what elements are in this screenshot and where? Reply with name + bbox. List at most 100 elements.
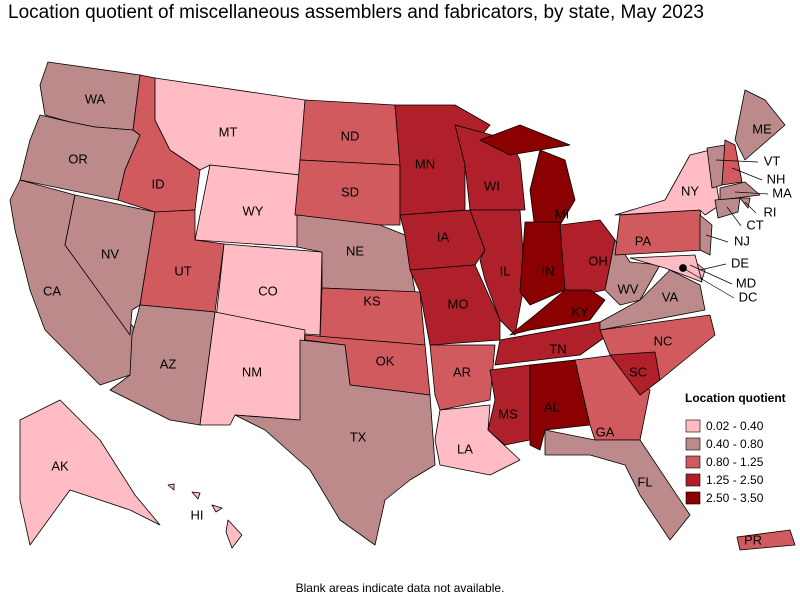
legend-label: 0.40 - 0.80 <box>706 437 764 451</box>
state-label: NM <box>242 364 262 379</box>
state-label: NC <box>654 333 673 348</box>
legend-label: 0.02 - 0.40 <box>706 419 764 433</box>
state-label: TN <box>549 341 566 356</box>
state-shape <box>599 314 716 381</box>
state-shape <box>234 339 436 546</box>
state-labels: WA OR CA NV ID MT WY UT CO AZ NM ND SD NE KS OK TX MN IA MO… <box>43 91 792 547</box>
state-label: NE <box>346 243 364 258</box>
state-label: AL <box>544 399 560 414</box>
state-label: CA <box>43 283 61 298</box>
state-label: VT <box>764 153 781 168</box>
states <box>9 61 796 551</box>
state-label: ID <box>152 176 165 191</box>
state-label: SC <box>629 364 647 379</box>
state-shape <box>429 344 496 411</box>
state-label: MD <box>736 275 756 290</box>
legend-label: 1.25 - 2.50 <box>706 473 764 487</box>
legend-label: 0.80 - 1.25 <box>706 455 764 469</box>
title: Location quotient of miscellaneous assem… <box>8 2 704 23</box>
state-label: IL <box>500 263 511 278</box>
state-shape <box>614 209 706 256</box>
state-label: MA <box>772 185 792 200</box>
leader-line <box>744 201 757 214</box>
state-shape <box>519 221 566 306</box>
state-shape <box>739 197 751 209</box>
state-label: KS <box>363 293 381 308</box>
legend-swatch <box>685 437 701 451</box>
state-label: DC <box>739 289 758 304</box>
legend-swatch <box>685 455 701 469</box>
state-label: MN <box>415 156 435 171</box>
state-label: GA <box>596 424 615 439</box>
state-label: MS <box>498 406 518 421</box>
legend: Location quotient 0.02 - 0.40 0.40 - 0.80… <box>685 391 786 505</box>
state-label: AZ <box>160 356 177 371</box>
state-label: KY <box>571 304 589 319</box>
state-label: RI <box>764 204 777 219</box>
state-label: MI <box>555 206 569 221</box>
state-label: UT <box>174 263 191 278</box>
state-shape <box>629 254 703 283</box>
leader-line <box>715 159 759 163</box>
state-label: OH <box>588 253 608 268</box>
state-shape <box>469 209 526 336</box>
legend-swatch <box>685 491 701 505</box>
state-label: AK <box>51 458 69 473</box>
state-label: VA <box>662 289 679 304</box>
state-label: WY <box>243 203 264 218</box>
state-label: TX <box>350 429 367 444</box>
state-shape <box>191 491 201 500</box>
leader-line <box>734 191 769 195</box>
state-label: NY <box>681 183 699 198</box>
state-shape <box>225 519 243 549</box>
state-label: NJ <box>734 233 750 248</box>
state-label: CO <box>258 283 278 298</box>
leader-line <box>682 267 735 299</box>
state-shape <box>544 429 691 541</box>
state-shape <box>614 149 721 216</box>
state-shape <box>479 124 571 156</box>
state-label: SD <box>341 184 359 199</box>
state-label: MT <box>219 124 238 139</box>
leader-line <box>731 167 763 181</box>
leader-line <box>705 234 729 243</box>
state-label: OK <box>376 353 395 368</box>
legend-title: Location quotient <box>685 391 786 405</box>
state-shape <box>167 483 175 491</box>
state-shape <box>211 504 223 513</box>
state-shape <box>294 159 401 226</box>
state-label: NH <box>767 171 786 186</box>
state-label: FL <box>637 474 652 489</box>
state-shape <box>487 364 531 446</box>
state-label: LA <box>457 441 473 456</box>
legend-label: 2.50 - 3.50 <box>706 491 764 505</box>
state-label: OR <box>68 151 88 166</box>
state-shape <box>734 89 786 161</box>
state-label: ME <box>752 121 772 136</box>
state-label: WV <box>618 281 639 296</box>
leader-line <box>699 263 727 271</box>
state-label: WA <box>85 91 106 106</box>
leader-line <box>689 264 733 285</box>
state-label: WI <box>484 178 500 193</box>
state-label: MO <box>448 296 469 311</box>
state-shape <box>19 399 161 546</box>
state-label: DE <box>731 255 749 270</box>
state-shape <box>736 529 796 551</box>
state-shape <box>494 321 616 366</box>
legend-swatch <box>685 419 701 433</box>
state-shape <box>434 404 521 476</box>
state-label: IA <box>437 229 450 244</box>
state-shape <box>509 289 606 336</box>
legend-swatch <box>685 473 701 487</box>
state-label: HI <box>191 507 204 522</box>
state-shape <box>721 139 743 186</box>
note: Blank areas indicate data not available. <box>296 581 505 595</box>
state-label: IN <box>542 263 555 278</box>
state-label: AR <box>453 364 471 379</box>
state-label: PA <box>635 233 652 248</box>
state-label: NV <box>101 246 119 261</box>
state-label: ND <box>341 128 360 143</box>
state-label: CT <box>746 217 763 232</box>
